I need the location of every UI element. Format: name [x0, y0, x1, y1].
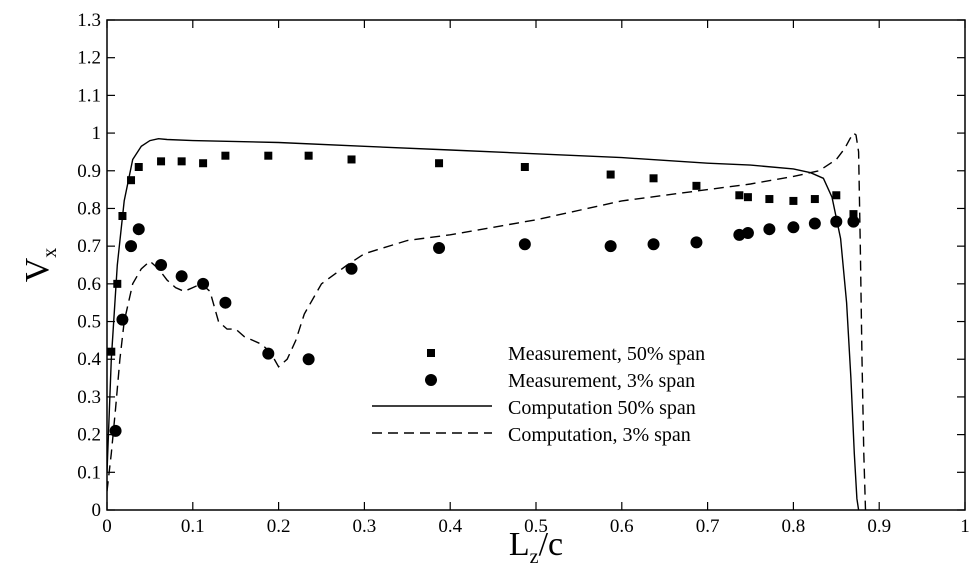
data-point: [304, 151, 313, 160]
y-tick-label: 0.3: [77, 387, 101, 408]
y-tick-label: 1.2: [77, 48, 101, 69]
data-point: [435, 159, 444, 168]
data-point: [830, 215, 843, 228]
x-tick-label: 0.7: [696, 516, 720, 537]
legend-item: Measurement, 50% span: [427, 343, 705, 365]
series-2: [107, 137, 860, 510]
legend-swatch: [425, 374, 437, 386]
data-point: [808, 217, 821, 230]
x-tick-label: 0.2: [267, 516, 291, 537]
x-tick-label: 0.6: [610, 516, 634, 537]
data-point: [347, 155, 356, 164]
series-line: [107, 137, 860, 510]
data-point: [520, 163, 529, 171]
data-point: [125, 240, 138, 253]
data-point: [735, 191, 744, 200]
x-tick-label: 0.9: [867, 516, 891, 537]
y-tick-label: 0.2: [77, 425, 101, 446]
y-tick-label: 1.1: [77, 85, 101, 106]
x-axis-title: Lz/c: [509, 526, 563, 568]
data-point: [763, 223, 776, 236]
data-point: [199, 159, 208, 168]
data-point: [157, 157, 166, 166]
data-point: [302, 353, 315, 366]
data-point: [433, 242, 446, 255]
data-point: [765, 195, 774, 204]
legend: Measurement, 50% span Measurement, 3% spa…: [372, 343, 705, 446]
y-tick-label: 1.3: [77, 10, 101, 31]
data-point: [849, 210, 858, 219]
data-point: [606, 170, 615, 179]
y-axis-title: Vx: [19, 248, 61, 283]
x-tick-label: 0.8: [782, 516, 806, 537]
x-tick-label: 0.5: [524, 516, 548, 537]
data-point: [155, 259, 168, 271]
data-point: [219, 296, 232, 309]
data-point: [743, 193, 752, 202]
series-3: [107, 132, 867, 510]
data-point: [134, 163, 143, 171]
data-point: [197, 277, 210, 290]
y-tick-label: 0.1: [77, 462, 101, 483]
y-tick-label: 0.9: [77, 161, 101, 182]
data-point: [789, 196, 798, 205]
y-tick-label: 0.5: [77, 312, 101, 333]
y-tick-label: 0.8: [77, 198, 101, 219]
legend-item: Computation 50% span: [372, 397, 696, 419]
x-tick-label: 1: [960, 516, 970, 537]
data-point: [649, 174, 658, 183]
data-point: [177, 157, 186, 166]
x-tick-label: 0.4: [438, 516, 462, 537]
y-tick-label: 0: [92, 500, 102, 521]
data-point: [787, 221, 800, 234]
series-1: [109, 215, 860, 437]
data-point: [647, 238, 660, 251]
series-0: [107, 151, 858, 356]
data-point: [690, 236, 703, 249]
legend-label: Computation, 3% span: [508, 424, 691, 446]
x-tick-label: 0: [102, 516, 112, 537]
x-tick-label: 0.1: [181, 516, 205, 537]
data-point: [741, 226, 754, 239]
legend-item: Measurement, 3% span: [425, 370, 695, 392]
data-point: [604, 240, 617, 253]
y-tick-label: 1: [92, 123, 102, 144]
data-point: [264, 151, 273, 160]
series-line: [107, 132, 867, 510]
legend-swatch: [427, 349, 435, 357]
data-point: [116, 313, 129, 326]
legend-label: Computation 50% span: [508, 397, 696, 419]
data-point: [262, 347, 275, 360]
data-point: [127, 176, 136, 185]
y-tick-label: 0.4: [77, 349, 101, 370]
data-point: [221, 151, 230, 160]
legend-label: Measurement, 50% span: [508, 343, 705, 365]
data-point: [692, 181, 701, 190]
legend-item: Computation, 3% span: [372, 424, 691, 446]
y-tick-label: 0.6: [77, 274, 101, 295]
data-point: [810, 195, 819, 204]
data-point: [847, 215, 860, 228]
data-point: [113, 279, 122, 288]
x-tick-label: 0.3: [353, 516, 377, 537]
data-point: [832, 191, 841, 200]
legend-label: Measurement, 3% span: [508, 370, 695, 392]
y-tick-label: 0.7: [77, 236, 101, 257]
data-point: [518, 238, 531, 251]
data-point: [345, 262, 358, 275]
data-point: [132, 223, 145, 236]
data-point: [175, 270, 188, 283]
